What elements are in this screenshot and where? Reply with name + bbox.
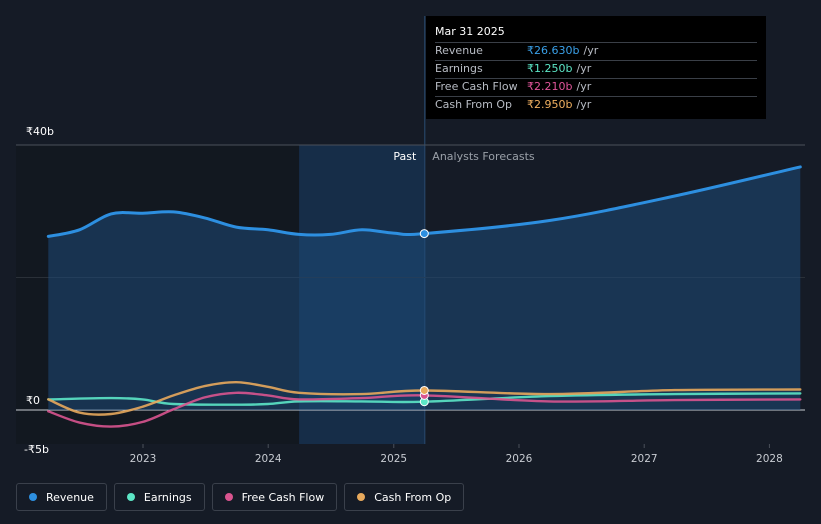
x-tick-label: 2025 (380, 453, 407, 465)
tooltip-row-free-cash-flow: Free Cash Flow ₹2.210b /yr (435, 78, 757, 95)
tooltip-row-earnings: Earnings ₹1.250b /yr (435, 60, 757, 77)
series-line-free-cash-flow (47, 391, 802, 428)
y-tick-label: ₹40b (26, 125, 54, 138)
highlight-markers (419, 229, 429, 407)
tooltip-row-revenue: Revenue ₹26.630b /yr (435, 42, 757, 59)
tooltip-value: ₹26.630b (527, 44, 580, 57)
tooltip: Mar 31 2025 Revenue ₹26.630b /yr Earning… (426, 16, 766, 119)
past-label: Past (393, 150, 417, 163)
marker-revenue (419, 229, 429, 239)
legend-dot-icon (224, 493, 233, 501)
legend-dot-icon (126, 493, 135, 501)
tooltip-label: Cash From Op (435, 98, 513, 111)
legend-item-revenue[interactable]: Revenue (16, 483, 107, 511)
y-tick-label: ₹0 (26, 394, 40, 407)
legend-label: Revenue (46, 490, 94, 504)
legend-item-cash-from-op[interactable]: Cash From Op (344, 483, 465, 511)
tooltip-value: ₹1.250b (527, 62, 573, 75)
legend-item-earnings[interactable]: Earnings (113, 483, 205, 511)
tooltip-unit: /yr (576, 80, 592, 93)
legend-label: Earnings (143, 490, 192, 504)
x-tick-label: 2028 (756, 453, 783, 465)
forecast-label: Analysts Forecasts (432, 150, 535, 163)
y-tick-label: -₹5b (24, 443, 49, 456)
legend-label: Cash From Op (374, 490, 452, 504)
tooltip-label: Revenue (435, 44, 483, 57)
tooltip-unit: /yr (576, 98, 592, 111)
x-tick-label: 2024 (255, 453, 282, 465)
marker-cash-from-op (419, 385, 429, 395)
tooltip-unit: /yr (576, 62, 592, 75)
tooltip-date: Mar 31 2025 (435, 25, 505, 38)
tooltip-label: Free Cash Flow (435, 80, 518, 93)
tooltip-row-cash-from-op: Cash From Op ₹2.950b /yr (435, 96, 757, 113)
legend-dot-icon (29, 493, 37, 501)
tooltip-unit: /yr (583, 44, 599, 57)
chart-labels: ₹40b ₹0 -₹5b 2023 2024 2025 2026 2027 2028 Past An… (24, 125, 783, 465)
tooltip-value: ₹2.950b (527, 98, 573, 111)
legend-label: Free Cash Flow (241, 490, 325, 504)
x-tick-label: 2027 (631, 453, 658, 465)
series-line-revenue (46, 165, 802, 238)
legend-dot-icon (357, 493, 366, 501)
legend-item-free-cash-flow[interactable]: Free Cash Flow (211, 483, 338, 511)
legend: Revenue Earnings Free Cash Flow Cash Fro… (16, 483, 471, 511)
tooltip-value: ₹2.210b (527, 80, 573, 93)
x-tick-label: 2023 (130, 453, 157, 465)
series-line-earnings (47, 392, 802, 406)
chart-series (46, 165, 802, 428)
x-tick-label: 2026 (506, 453, 533, 465)
series-line-cash-from-op (47, 380, 802, 416)
tooltip-label: Earnings (435, 62, 483, 75)
